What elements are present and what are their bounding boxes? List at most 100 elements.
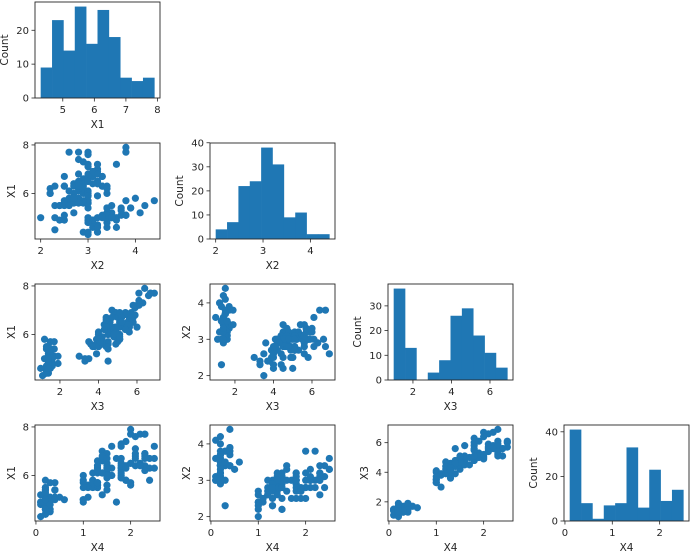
scatter-point bbox=[141, 466, 149, 475]
scatter-point bbox=[316, 476, 324, 484]
scatter-point bbox=[321, 306, 330, 314]
scatter-point bbox=[135, 296, 143, 305]
x-tick-label: 2 bbox=[302, 528, 308, 539]
scatter-point bbox=[121, 325, 130, 334]
scatter-point bbox=[127, 459, 135, 467]
scatter-point bbox=[60, 182, 68, 190]
scatter-point bbox=[108, 214, 116, 222]
scatter-point bbox=[103, 464, 111, 472]
scatter-point bbox=[84, 228, 92, 236]
scatter-point bbox=[93, 192, 102, 200]
histogram-bar bbox=[227, 222, 239, 239]
y-tick-label: 30 bbox=[191, 162, 204, 173]
scatter-point bbox=[219, 335, 227, 343]
y-tick-label: 0 bbox=[552, 517, 558, 528]
scatter-point bbox=[84, 192, 92, 200]
panel-count-vs-x3: 2 4 6 0 10 20 30 X3 Count bbox=[352, 283, 514, 413]
scatter-point bbox=[103, 486, 111, 494]
scatter-point bbox=[51, 486, 59, 494]
scatter-point bbox=[217, 361, 226, 369]
scatter-point bbox=[98, 214, 106, 222]
scatter-point bbox=[279, 321, 287, 329]
scatter-point bbox=[133, 323, 141, 331]
scatter-point bbox=[306, 465, 314, 473]
scatter-point bbox=[131, 450, 139, 458]
scatter-point bbox=[84, 177, 92, 185]
scatter-point bbox=[65, 187, 73, 195]
y-tick-label: 4 bbox=[376, 468, 382, 479]
scatter-point bbox=[112, 498, 121, 506]
scatter-point bbox=[127, 313, 135, 322]
scatter-point bbox=[260, 372, 268, 380]
scatter-point bbox=[150, 197, 158, 205]
scatter-point bbox=[41, 505, 50, 513]
scatter-point bbox=[320, 483, 329, 492]
histogram-bar bbox=[473, 335, 485, 380]
axes-frame bbox=[34, 142, 161, 240]
histogram-bar bbox=[272, 164, 285, 239]
scatter-point bbox=[432, 479, 440, 487]
scatter-point bbox=[221, 310, 229, 318]
scatter-point bbox=[268, 502, 277, 510]
scatter-point bbox=[311, 447, 319, 455]
x-tick-label: 7 bbox=[123, 105, 129, 116]
scatter-point bbox=[494, 425, 502, 433]
y-tick-label: 40 bbox=[191, 138, 204, 149]
scatter-point bbox=[310, 335, 318, 343]
histogram-bar bbox=[637, 507, 650, 521]
scatter-point bbox=[503, 437, 511, 445]
histogram-bar bbox=[393, 288, 406, 380]
axes-frame bbox=[387, 424, 514, 522]
scatter-point bbox=[104, 357, 112, 365]
x-tick-label: 1 bbox=[80, 528, 86, 539]
scatter-point bbox=[221, 284, 229, 292]
scatter-point bbox=[311, 483, 319, 492]
y-axis-label: X1 bbox=[6, 466, 18, 480]
scatter-point bbox=[122, 211, 130, 219]
scatter-point bbox=[51, 226, 59, 234]
y-tick-label: 2 bbox=[376, 497, 382, 508]
x-tick-label: 0 bbox=[386, 528, 392, 539]
scatter-point bbox=[219, 324, 227, 332]
scatter-point bbox=[141, 201, 149, 210]
scatter-point bbox=[44, 355, 52, 363]
histogram-bar bbox=[74, 6, 87, 99]
histogram-bar bbox=[427, 372, 440, 380]
scatter-point bbox=[117, 318, 126, 326]
scatter-point bbox=[278, 505, 286, 513]
x-tick-label: 2 bbox=[127, 528, 133, 539]
scatter-point bbox=[46, 189, 54, 198]
histogram-bar bbox=[649, 469, 661, 521]
scatter-point bbox=[269, 364, 278, 372]
scatter-point bbox=[271, 342, 279, 351]
y-axis-label: X1 bbox=[6, 184, 18, 198]
x-tick-label: 1 bbox=[255, 528, 261, 539]
scatter-point bbox=[85, 338, 93, 346]
histogram-bar bbox=[450, 315, 463, 380]
y-tick-label: 6 bbox=[23, 471, 29, 482]
scatter-point bbox=[150, 454, 158, 463]
scatter-point bbox=[60, 197, 68, 205]
scatter-point bbox=[41, 496, 50, 504]
scatter-point bbox=[316, 469, 324, 477]
scatter-point bbox=[116, 333, 124, 341]
y-tick-label: 2 bbox=[198, 512, 204, 523]
histogram-bar bbox=[238, 186, 251, 239]
y-tick-label: 8 bbox=[23, 422, 29, 433]
axes-frame bbox=[563, 424, 690, 522]
scatter-point bbox=[285, 335, 293, 343]
scatter-point bbox=[84, 493, 92, 501]
scatter-point bbox=[108, 442, 116, 450]
scatter-point bbox=[127, 204, 135, 212]
scatter-point bbox=[316, 491, 324, 499]
scatter-point bbox=[92, 350, 101, 358]
histogram-bar bbox=[603, 505, 616, 521]
histogram-bar bbox=[626, 447, 639, 521]
scatter-point bbox=[135, 289, 143, 297]
scatter-point bbox=[235, 458, 243, 466]
y-axis-label: Count bbox=[352, 316, 364, 347]
scatter-point bbox=[494, 447, 502, 456]
scatter-point bbox=[75, 352, 83, 360]
axes-frame bbox=[34, 283, 161, 381]
scatter-point bbox=[131, 194, 139, 202]
